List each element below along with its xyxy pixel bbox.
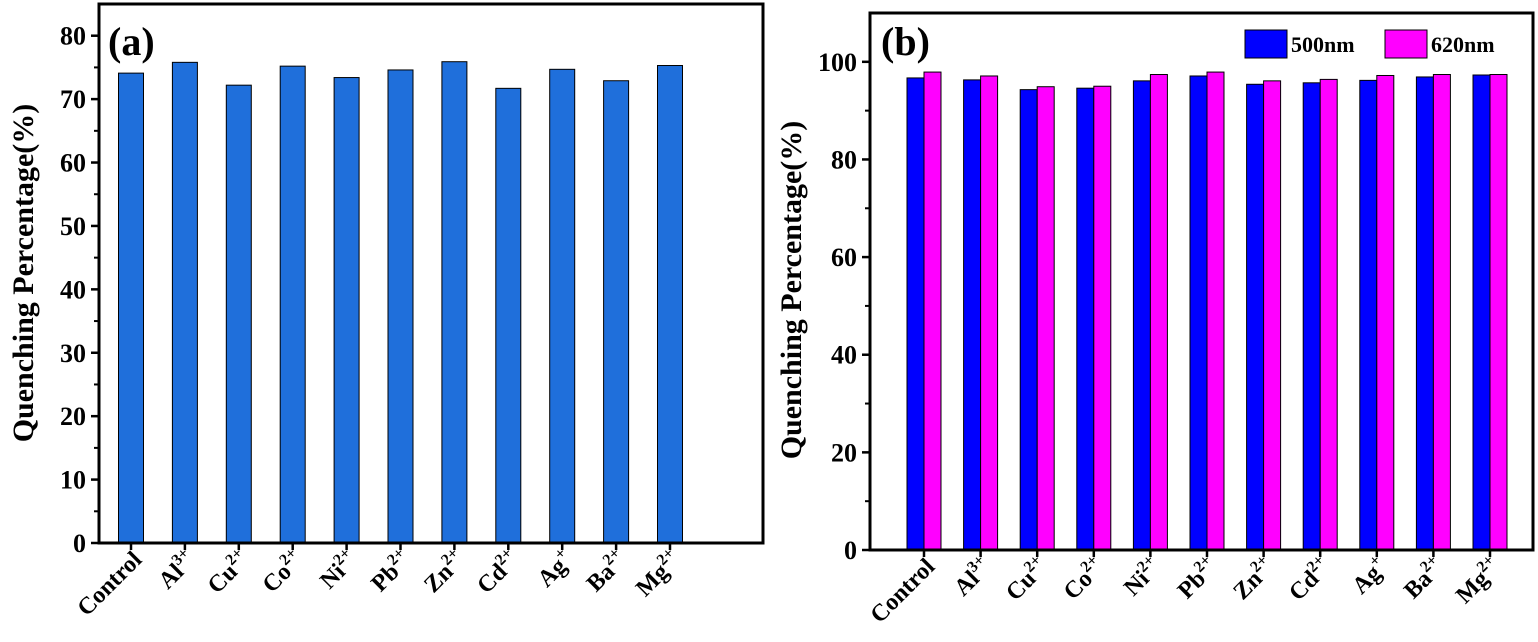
x-tick-label: Ni2+ — [313, 545, 363, 595]
bar-5 — [387, 69, 414, 544]
bar-620nm-5 — [1206, 71, 1225, 551]
bar-2 — [225, 84, 252, 544]
x-tick-label: Ag+ — [1345, 552, 1393, 600]
y-tick-label: 80 — [60, 22, 86, 51]
x-tick-label: Cu2+ — [201, 545, 255, 599]
plot-frame — [868, 11, 1535, 552]
x-tick-label: Pb2+ — [1171, 552, 1223, 604]
legend-swatch — [1244, 29, 1288, 59]
y-tick-label: 10 — [60, 466, 86, 495]
legend-swatch — [1384, 29, 1428, 59]
x-tick-label: Control — [866, 554, 941, 629]
x-tick-label: Mg2+ — [629, 545, 686, 602]
bar-500nm-6 — [1246, 83, 1265, 551]
x-tick-label: Mg2+ — [1449, 552, 1506, 609]
panel-label: (b) — [881, 19, 930, 64]
bar-0 — [118, 72, 144, 544]
legend: 500nm 620nm — [1244, 29, 1495, 59]
plot-frame — [97, 2, 765, 545]
bar-620nm-3 — [1093, 85, 1112, 551]
bar-500nm-1 — [963, 79, 982, 551]
y-tick-label: 0 — [844, 536, 857, 565]
x-tick-label: Ba2+ — [1397, 552, 1449, 604]
y-tick-label: 40 — [60, 275, 86, 304]
bar-500nm-7 — [1302, 82, 1321, 551]
bar-500nm-8 — [1359, 79, 1378, 551]
bar-1 — [171, 61, 198, 544]
y-tick-label: 60 — [831, 243, 857, 272]
bar-500nm-10 — [1472, 74, 1491, 551]
y-axis-title: Quenching Percentage(%) — [7, 104, 40, 443]
legend-label: 500nm — [1291, 32, 1355, 57]
x-tick-label: Cd2+ — [470, 545, 524, 599]
y-tick-label: 70 — [60, 85, 86, 114]
bar-500nm-9 — [1415, 76, 1434, 551]
bar-8 — [549, 68, 576, 544]
x-tick-label: Cu2+ — [999, 552, 1053, 606]
bar-9 — [603, 80, 630, 544]
bar-500nm-5 — [1189, 75, 1208, 551]
x-tick-label: Ag+ — [531, 545, 579, 593]
x-tick-label: Cd2+ — [1282, 552, 1336, 606]
x-tick-label: Ni2+ — [1117, 552, 1167, 602]
bar-500nm-2 — [1019, 89, 1038, 551]
y-tick-label: 20 — [831, 438, 857, 467]
x-tick-label: Co2+ — [1057, 552, 1110, 605]
bar-7 — [495, 87, 522, 544]
y-tick-label: 0 — [73, 529, 86, 558]
y-axis-title: Quenching Percentage(%) — [775, 121, 808, 460]
bar-620nm-10 — [1489, 74, 1508, 551]
bar-6 — [441, 61, 468, 544]
y-tick-label: 20 — [60, 402, 86, 431]
bar-500nm-0 — [906, 77, 925, 551]
x-tick-label: Al3+ — [947, 552, 997, 602]
y-tick-label: 100 — [818, 48, 857, 77]
bar-620nm-6 — [1263, 80, 1282, 551]
bar-4 — [333, 77, 360, 544]
y-tick-label: 50 — [60, 212, 86, 241]
panel-label: (a) — [108, 19, 155, 64]
bar-620nm-1 — [980, 75, 999, 551]
bar-500nm-3 — [1076, 87, 1095, 551]
x-tick-label: Ba2+ — [580, 545, 632, 597]
x-tick-label: Zn2+ — [417, 545, 470, 598]
bar-620nm-7 — [1319, 78, 1338, 551]
bar-620nm-4 — [1149, 74, 1168, 551]
y-tick-label: 80 — [831, 145, 857, 174]
y-tick-label: 60 — [60, 149, 86, 178]
bar-500nm-4 — [1132, 80, 1151, 551]
x-tick-label: Al3+ — [152, 545, 202, 595]
bar-620nm-9 — [1432, 74, 1451, 551]
bar-620nm-2 — [1036, 86, 1055, 551]
y-tick-label: 30 — [60, 339, 86, 368]
legend-label: 620nm — [1431, 32, 1495, 57]
bar-620nm-8 — [1376, 74, 1395, 551]
bar-3 — [279, 65, 306, 544]
bar-10 — [657, 65, 683, 544]
chart-panel-b: 0 20 40 60 80 100 Control Al3+Cu2+Co2+Ni2+Pb2+Z… — [775, 11, 1535, 629]
y-tick-label: 40 — [831, 341, 857, 370]
x-tick-label: Zn2+ — [1226, 552, 1279, 605]
bar-620nm-0 — [923, 71, 942, 551]
x-tick-label: Pb2+ — [364, 545, 416, 597]
x-tick-label: Co2+ — [256, 545, 309, 598]
